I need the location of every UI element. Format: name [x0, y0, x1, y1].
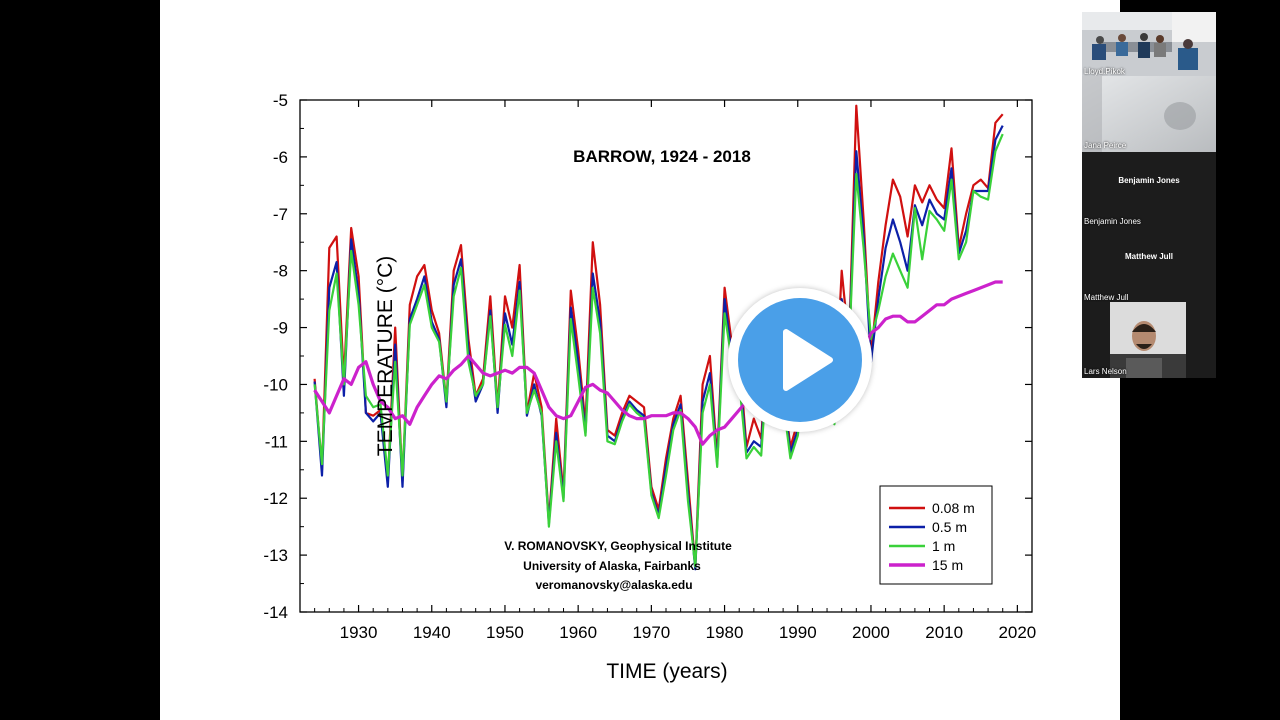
participant-name: Benjamin Jones: [1084, 217, 1141, 226]
participant-tile-benjamin-jones[interactable]: Benjamin Jones Benjamin Jones: [1082, 152, 1216, 228]
x-tick-label: 1960: [559, 623, 597, 642]
participant-name: Jana Peirce: [1084, 141, 1127, 150]
participant-tile-lloyd-pikok[interactable]: Lloyd.Pikok: [1082, 12, 1216, 78]
x-tick-label: 1930: [340, 623, 378, 642]
x-tick-label: 1980: [706, 623, 744, 642]
participant-center-name: Benjamin Jones: [1118, 176, 1180, 185]
y-tick-label: -11: [265, 432, 288, 451]
y-tick-label: -10: [263, 375, 288, 394]
presentation-slide: 1930 1940 1950 1960 1970 1980 1990 2000 2010 2020…: [160, 0, 1120, 720]
participant-tile-jana-peirce[interactable]: Jana Peirce: [1082, 76, 1216, 152]
x-tick-label: 1970: [632, 623, 670, 642]
play-button[interactable]: [728, 288, 872, 432]
y-tick-label: -5: [273, 91, 288, 110]
participant-tile-matthew-jull[interactable]: Matthew Jull Matthew Jull: [1082, 228, 1216, 304]
y-tick-label: -14: [263, 603, 288, 622]
legend-box: [879, 485, 993, 585]
participant-name: Lars Nelson: [1084, 367, 1127, 376]
annotation-institution: University of Alaska, Fairbanks: [523, 559, 701, 573]
y-tick-label: -7: [273, 205, 288, 224]
chart-title: BARROW, 1924 - 2018: [573, 147, 751, 166]
series-line-15-m: [313, 280, 1003, 446]
y-tick-label: -13: [263, 546, 288, 565]
participant-tile-lars-nelson[interactable]: Lars Nelson: [1082, 302, 1216, 378]
annotation-email: veromanovsky@alaska.edu: [535, 578, 692, 592]
x-axis-label: TIME (years): [606, 660, 727, 683]
blurred-video-thumbnail: [1082, 76, 1216, 152]
temperature-chart: 1930 1940 1950 1960 1970 1980 1990 2000 2010 2020…: [263, 91, 1036, 683]
participant-name: Matthew Jull: [1084, 293, 1129, 302]
person-video-thumbnail: [1082, 302, 1216, 378]
series-line-1-m: [313, 133, 1004, 568]
legend-label: 0.5 m: [932, 519, 967, 535]
y-tick-label: -12: [263, 489, 288, 508]
x-tick-label: 2020: [998, 623, 1036, 642]
legend-label: 15 m: [932, 557, 963, 573]
y-tick-label: -8: [273, 262, 288, 281]
legend-label: 0.08 m: [932, 500, 975, 516]
participant-center-name: Matthew Jull: [1124, 252, 1173, 261]
x-tick-label: 2010: [925, 623, 963, 642]
y-axis-label: TEMPERATURE (°C): [374, 256, 397, 457]
x-tick-label: 1950: [486, 623, 524, 642]
play-button-circle: [738, 298, 862, 422]
y-tick-label: -9: [273, 319, 288, 338]
legend-label: 1 m: [932, 538, 955, 554]
annotation-author: V. ROMANOVSKY, Geophysical Institute: [504, 539, 732, 553]
participant-name: Lloyd.Pikok: [1084, 67, 1125, 76]
x-tick-label: 1940: [413, 623, 451, 642]
legend: 0.08 m 0.5 m 1 m 15 m: [879, 485, 993, 585]
x-tick-label: 1990: [779, 623, 817, 642]
y-tick-label: -6: [273, 148, 288, 167]
play-icon: [783, 329, 833, 391]
room-video-thumbnail: [1082, 12, 1216, 78]
x-tick-label: 2000: [852, 623, 890, 642]
